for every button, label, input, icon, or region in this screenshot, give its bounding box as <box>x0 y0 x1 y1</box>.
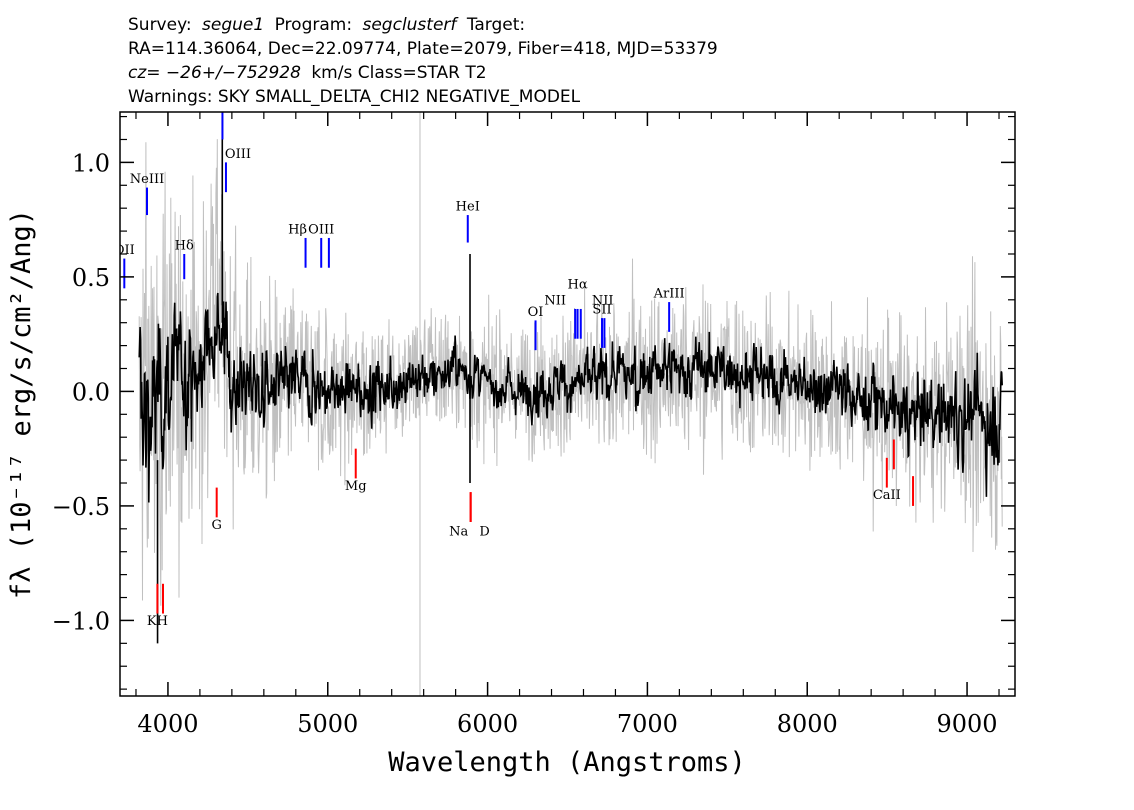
x-tick-label: 5000 <box>297 710 358 738</box>
x-axis-label: Wavelength (Angstroms) <box>388 747 746 778</box>
header-line-2: RA=114.36064, Dec=22.09774, Plate=2079, … <box>128 39 718 59</box>
emission-line-label-13: SII <box>592 303 611 318</box>
emission-line-label-2: Hδ <box>175 238 194 253</box>
program-label: Program: <box>275 15 352 35</box>
x-tick-label: 8000 <box>777 710 838 738</box>
y-tick-label: 1.0 <box>72 149 110 177</box>
emission-line-label-6: OIII <box>308 222 334 237</box>
absorption-line-label-4: Na <box>449 525 468 540</box>
flux-series-line <box>138 292 1003 503</box>
x-tick-label: 6000 <box>457 710 518 738</box>
x-tick-label: 7000 <box>617 710 678 738</box>
emission-line-label-11: Hα <box>568 277 588 292</box>
y-axis-label: fλ (10⁻¹⁷ erg/s/cm²/Ang) <box>6 209 37 599</box>
cz-rest: km/s Class=STAR T2 <box>311 63 486 83</box>
emission-line-label-1: NeIII <box>130 172 164 187</box>
cz-value: −26+/−752928 <box>166 63 301 83</box>
y-tick-label: −0.5 <box>52 493 110 521</box>
x-tick-label: 4000 <box>137 710 198 738</box>
cz-label: cz= <box>128 63 161 83</box>
emission-line-label-5: Hβ <box>288 222 307 237</box>
survey-value: segue1 <box>202 15 264 35</box>
emission-line-label-8: HeI <box>456 199 480 214</box>
target-label: Target: <box>466 15 525 35</box>
plot-frame <box>119 111 1016 697</box>
error-series-line <box>138 139 1003 630</box>
absorption-line-label-0: KH <box>147 614 168 629</box>
absorption-line-label-3: Mg <box>345 479 367 494</box>
emission-line-label-15: ArIII <box>653 287 685 302</box>
emission-line-label-9: OI <box>528 305 544 320</box>
absorption-line-label-5: D <box>479 525 489 540</box>
header-line-1: Survey: segue1 Program: segclusterf Targ… <box>128 15 525 35</box>
x-tick-label: 9000 <box>937 710 998 738</box>
program-value: segclusterf <box>362 15 459 35</box>
axis-ticks <box>120 112 1015 696</box>
absorption-line-label-6: CaII <box>873 488 901 503</box>
header-line-4: Warnings: SKY SMALL_DELTA_CHI2 NEGATIVE_… <box>128 87 581 107</box>
y-tick-label: −1.0 <box>52 607 110 635</box>
absorption-line-label-2: G <box>211 518 221 533</box>
emission-line-label-12: NII <box>592 293 614 308</box>
header-line-3: cz= −26+/−752928 km/s Class=STAR T2 <box>128 63 487 83</box>
emission-line-label-4: OIII <box>225 147 251 162</box>
emission-line-label-10: NII <box>544 293 566 308</box>
y-tick-label: 0.0 <box>72 378 110 406</box>
axis-tick-labels: 4000 5000 6000 7000 8000 9000 −1.0 −0.5 0.0 0.5 1.… <box>52 149 998 738</box>
emission-line-label-0: OII <box>114 243 135 258</box>
y-tick-label: 0.5 <box>72 264 110 292</box>
header: Survey: segue1 Program: segclusterf Targ… <box>128 15 718 107</box>
survey-label: Survey: <box>128 15 192 35</box>
